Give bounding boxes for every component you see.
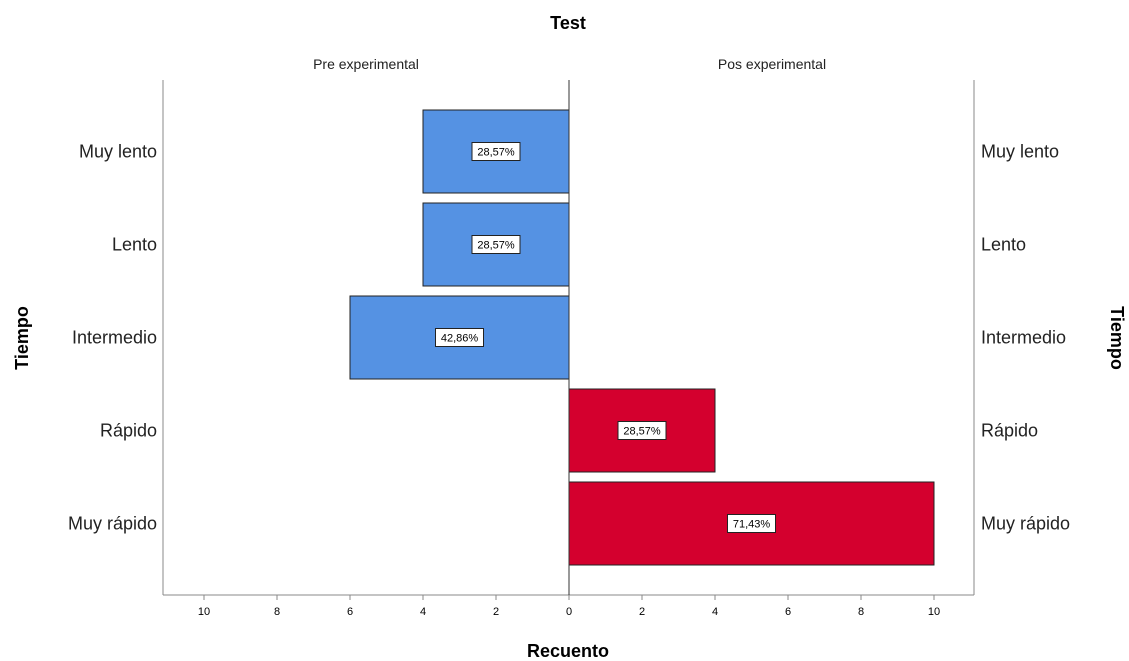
category-label-left: Intermedio <box>72 328 157 348</box>
category-label-left: Muy rápido <box>68 514 157 534</box>
category-label-left: Muy lento <box>79 142 157 162</box>
data-label-box <box>471 142 521 161</box>
category-labels-left: Muy lento Lento Intermedio Rápido Muy rápido <box>68 142 157 534</box>
x-tick-label: 8 <box>274 606 280 618</box>
x-tick-label: 4 <box>420 606 426 618</box>
data-labels: 28,57% 28,57% 42,86% 28,57% 71,43% <box>435 142 776 533</box>
x-axis-title: Recuento <box>527 641 609 661</box>
category-label-right: Muy rápido <box>981 514 1070 534</box>
data-label: 28,57% <box>623 426 661 438</box>
x-tick-label: 10 <box>198 606 210 618</box>
data-label-box <box>435 328 484 347</box>
category-label-right: Rápido <box>981 421 1038 441</box>
data-label-box <box>617 421 667 440</box>
panel-labels: Pre experimental Pos experimental <box>313 56 826 72</box>
category-label-left: Lento <box>112 235 157 255</box>
x-tick-label: 10 <box>928 606 940 618</box>
chart-title: Test <box>550 13 586 33</box>
data-label-box <box>727 514 776 533</box>
x-tick-label: 2 <box>639 606 645 618</box>
data-label: 28,57% <box>477 147 515 159</box>
y-axis-title-right: Tiempo <box>1107 306 1127 370</box>
data-label: 28,57% <box>477 240 515 252</box>
x-tick-label: 8 <box>858 606 864 618</box>
data-label-box <box>471 235 521 254</box>
y-axis-title-left: Tiempo <box>12 306 32 370</box>
category-label-right: Intermedio <box>981 328 1066 348</box>
x-tick-label: 6 <box>785 606 791 618</box>
x-tick-label: 6 <box>347 606 353 618</box>
category-labels-right: Muy lento Lento Intermedio Rápido Muy rápido <box>981 142 1070 534</box>
data-label: 42,86% <box>441 333 479 345</box>
x-tick-label: 2 <box>493 606 499 618</box>
data-label: 71,43% <box>733 519 771 531</box>
x-tick-label: 0 <box>566 606 572 618</box>
panel-label-left: Pre experimental <box>313 56 419 72</box>
panel-label-right: Pos experimental <box>718 56 826 72</box>
x-ticks: 0 2 2 4 4 6 6 8 8 10 10 <box>198 595 940 618</box>
x-tick-label: 4 <box>712 606 718 618</box>
category-label-left: Rápido <box>100 421 157 441</box>
category-label-right: Muy lento <box>981 142 1059 162</box>
category-label-right: Lento <box>981 235 1026 255</box>
